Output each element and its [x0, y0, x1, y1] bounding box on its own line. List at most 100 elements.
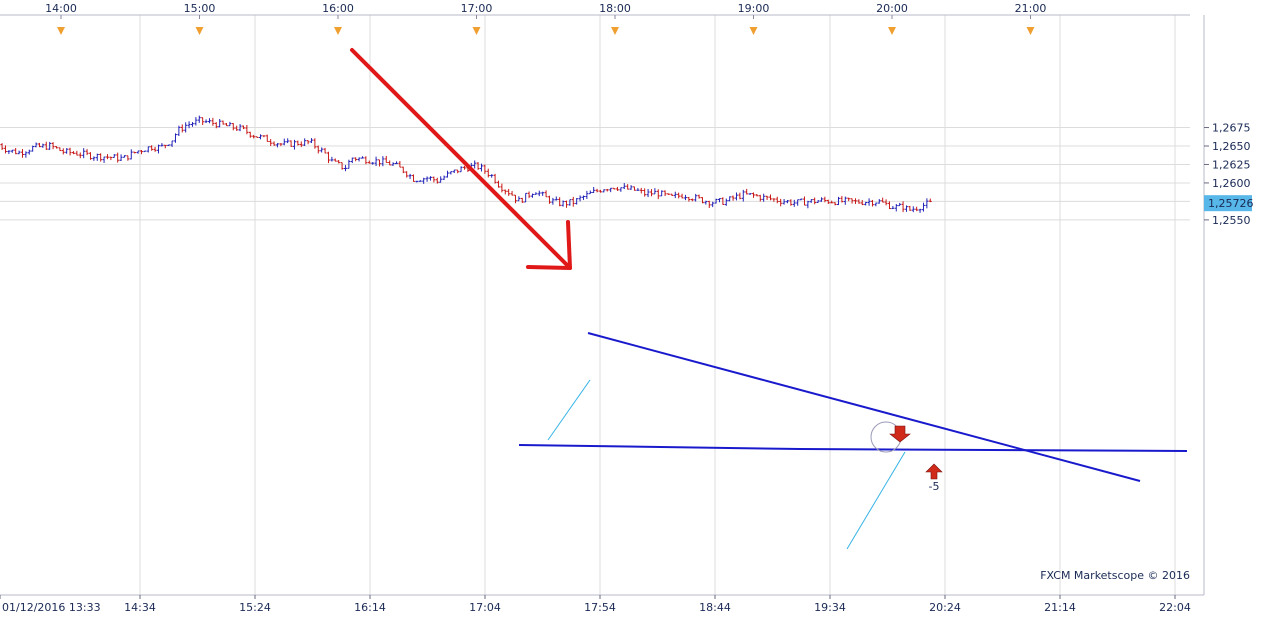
x-tick-label: 22:04	[1159, 601, 1191, 614]
up-bar	[112, 154, 116, 158]
top-time-marker	[749, 27, 758, 35]
up-bar	[816, 200, 820, 203]
up-bar	[347, 159, 351, 169]
up-bar	[41, 143, 45, 148]
up-bar	[609, 187, 613, 193]
up-bar	[592, 187, 596, 194]
up-bar	[646, 188, 650, 198]
down-bar	[340, 162, 344, 170]
down-bar	[20, 149, 24, 158]
up-bar	[65, 148, 69, 154]
down-bar	[547, 195, 551, 204]
down-bar	[881, 197, 885, 203]
down-bar	[245, 125, 249, 135]
x-tick-label: 21:14	[1044, 601, 1076, 614]
down-bar	[333, 158, 337, 162]
top-time-marker	[472, 27, 481, 35]
up-bar	[146, 146, 150, 153]
up-bar	[381, 156, 385, 167]
up-bar	[320, 147, 324, 153]
down-bar	[296, 140, 300, 146]
down-bar	[670, 193, 674, 196]
top-time-label: 18:00	[599, 2, 631, 15]
up-bar	[258, 134, 262, 140]
down-bar	[901, 201, 905, 213]
down-bar	[615, 186, 619, 191]
down-bar	[456, 169, 460, 174]
y-tick-label: 1,2650	[1212, 140, 1251, 153]
down-bar	[558, 197, 562, 207]
up-bar	[136, 150, 140, 154]
down-bar	[813, 197, 817, 205]
up-bar	[568, 199, 572, 206]
down-bar	[316, 145, 320, 154]
up-bar	[524, 192, 528, 203]
up-bar	[343, 165, 347, 172]
up-bar	[864, 201, 868, 206]
up-bar	[541, 191, 545, 196]
down-bar	[626, 184, 630, 190]
y-tick-label: 1,2625	[1212, 158, 1251, 171]
down-bar	[405, 171, 409, 178]
down-bar	[486, 168, 490, 178]
down-bar	[915, 206, 919, 212]
up-bar	[102, 156, 106, 163]
down-bar	[326, 151, 330, 164]
up-bar	[741, 189, 745, 202]
up-bar	[819, 197, 823, 202]
up-bar	[660, 190, 664, 197]
down-bar	[68, 147, 72, 156]
up-bar	[490, 174, 494, 178]
up-bar	[653, 188, 657, 195]
down-bar	[272, 141, 276, 146]
down-bar	[768, 194, 772, 201]
up-bar	[762, 193, 766, 202]
down-bar	[109, 156, 113, 161]
up-bar	[156, 144, 160, 154]
up-bar	[228, 121, 232, 127]
down-bar	[775, 196, 779, 204]
up-bar	[218, 118, 222, 128]
current-price-label: 1,25726	[1208, 197, 1254, 210]
up-bar	[394, 161, 398, 165]
price-bars	[0, 115, 932, 213]
top-axis-strip	[0, 0, 1263, 15]
up-bar	[204, 119, 208, 124]
signal-label: -5	[929, 480, 940, 493]
down-bar	[745, 188, 749, 195]
down-bar	[105, 154, 109, 160]
down-bar	[354, 157, 358, 162]
down-bar	[687, 196, 691, 202]
up-bar	[428, 176, 432, 181]
up-bar	[904, 205, 908, 212]
down-bar	[520, 197, 524, 203]
down-bar	[88, 152, 92, 160]
up-bar	[10, 149, 14, 153]
up-bar	[17, 150, 21, 155]
watermark: FXCM Marketscope © 2016	[1040, 569, 1190, 582]
up-bar	[82, 148, 86, 159]
down-bar	[78, 152, 82, 159]
down-bar	[755, 193, 759, 197]
up-bar	[357, 157, 361, 162]
up-bar	[459, 166, 463, 173]
down-bar	[690, 198, 694, 202]
down-bar	[476, 162, 480, 170]
top-time-marker	[195, 27, 204, 35]
top-time-label: 20:00	[876, 2, 908, 15]
up-bar	[629, 185, 633, 190]
down-bar	[884, 199, 888, 206]
up-bar	[925, 198, 929, 209]
up-bar	[371, 162, 375, 165]
down-bar	[306, 140, 310, 145]
down-bar	[384, 155, 388, 163]
down-bar	[54, 146, 58, 149]
up-bar	[167, 144, 171, 146]
x-tick-label: 01/12/2016 13:33	[2, 601, 101, 614]
up-bar	[836, 196, 840, 206]
down-bar	[779, 198, 783, 207]
up-bar	[92, 156, 96, 161]
down-bar	[507, 188, 511, 196]
up-bar	[449, 171, 453, 175]
down-bar	[870, 199, 874, 207]
